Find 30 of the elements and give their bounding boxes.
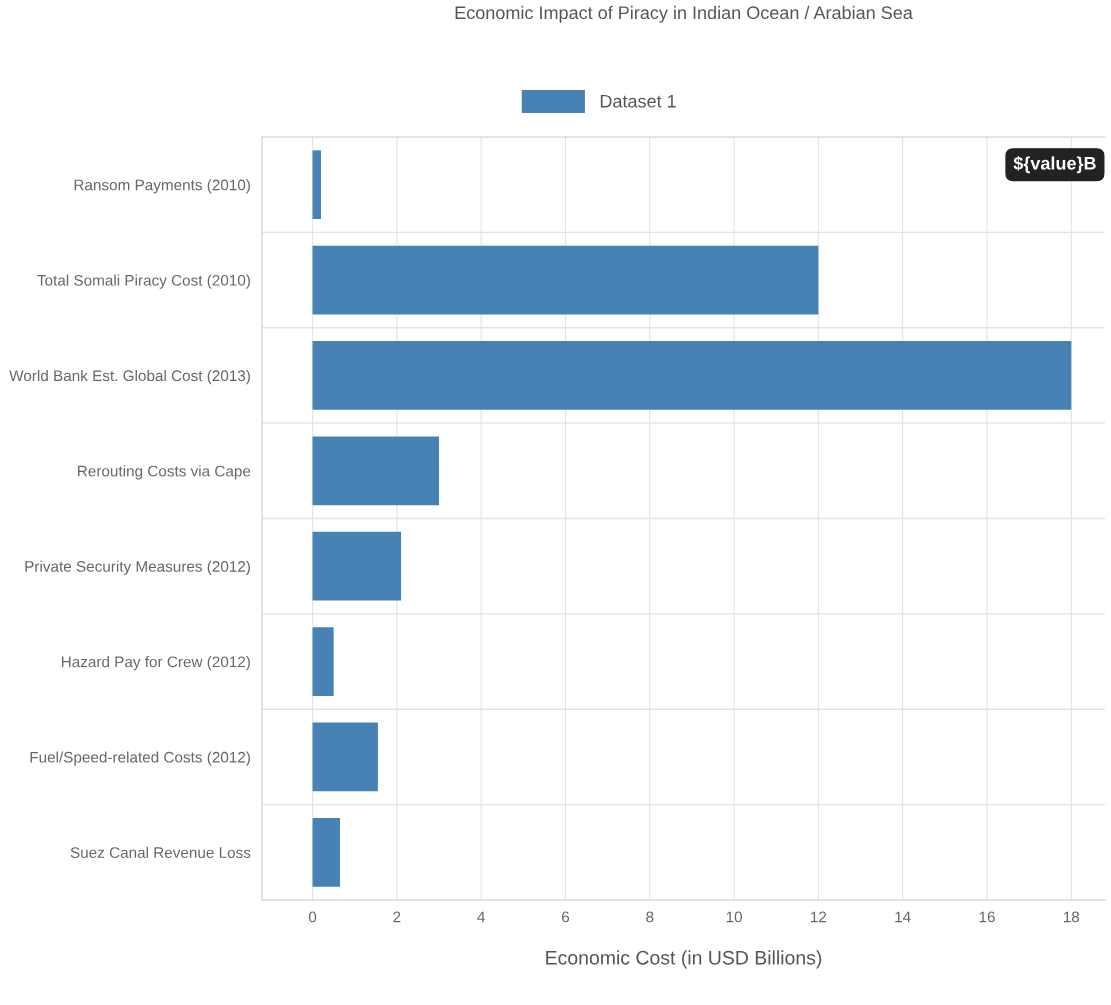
bar <box>312 817 340 887</box>
x-tick-label: 0 <box>308 911 317 923</box>
bar <box>312 245 819 315</box>
x-tick-label: 10 <box>726 911 742 923</box>
x-tick-label: 14 <box>895 911 911 923</box>
legend-label: Dataset 1 <box>600 95 676 108</box>
chart-title: Economic Impact of Piracy in Indian Ocean / Arabian Sea <box>455 5 913 23</box>
bar <box>312 436 440 506</box>
y-tick-label: Hazard Pay for Crew (2012) <box>61 656 250 671</box>
x-tick-label: 18 <box>1063 911 1080 923</box>
bar <box>312 150 322 220</box>
bar <box>312 627 334 696</box>
x-tick-label: 16 <box>979 911 995 923</box>
y-tick-label: Ransom Payments (2010) <box>74 179 250 194</box>
y-tick-label: Private Security Measures (2012) <box>25 560 250 575</box>
x-tick-label: 6 <box>562 911 570 923</box>
x-tick-label: 4 <box>477 911 485 923</box>
bar <box>312 341 1072 410</box>
annotation: ${value}B <box>1013 156 1096 174</box>
bar <box>312 722 378 792</box>
y-tick-label: World Bank Est. Global Cost (2013) <box>9 369 250 385</box>
x-axis-title: Economic Cost (in USD Billions) <box>546 950 822 969</box>
y-tick-label: Suez Canal Revenue Loss <box>70 846 251 858</box>
y-tick-label: Fuel/Speed-related Costs (2012) <box>30 751 250 766</box>
x-tick-label: 2 <box>393 911 401 923</box>
y-tick-label: Total Somali Piracy Cost (2010) <box>37 274 250 289</box>
x-tick-label: 8 <box>646 911 654 923</box>
y-tick-label: Rerouting Costs via Cape <box>78 465 251 480</box>
bar <box>312 531 402 601</box>
x-tick-label: 12 <box>811 911 827 923</box>
